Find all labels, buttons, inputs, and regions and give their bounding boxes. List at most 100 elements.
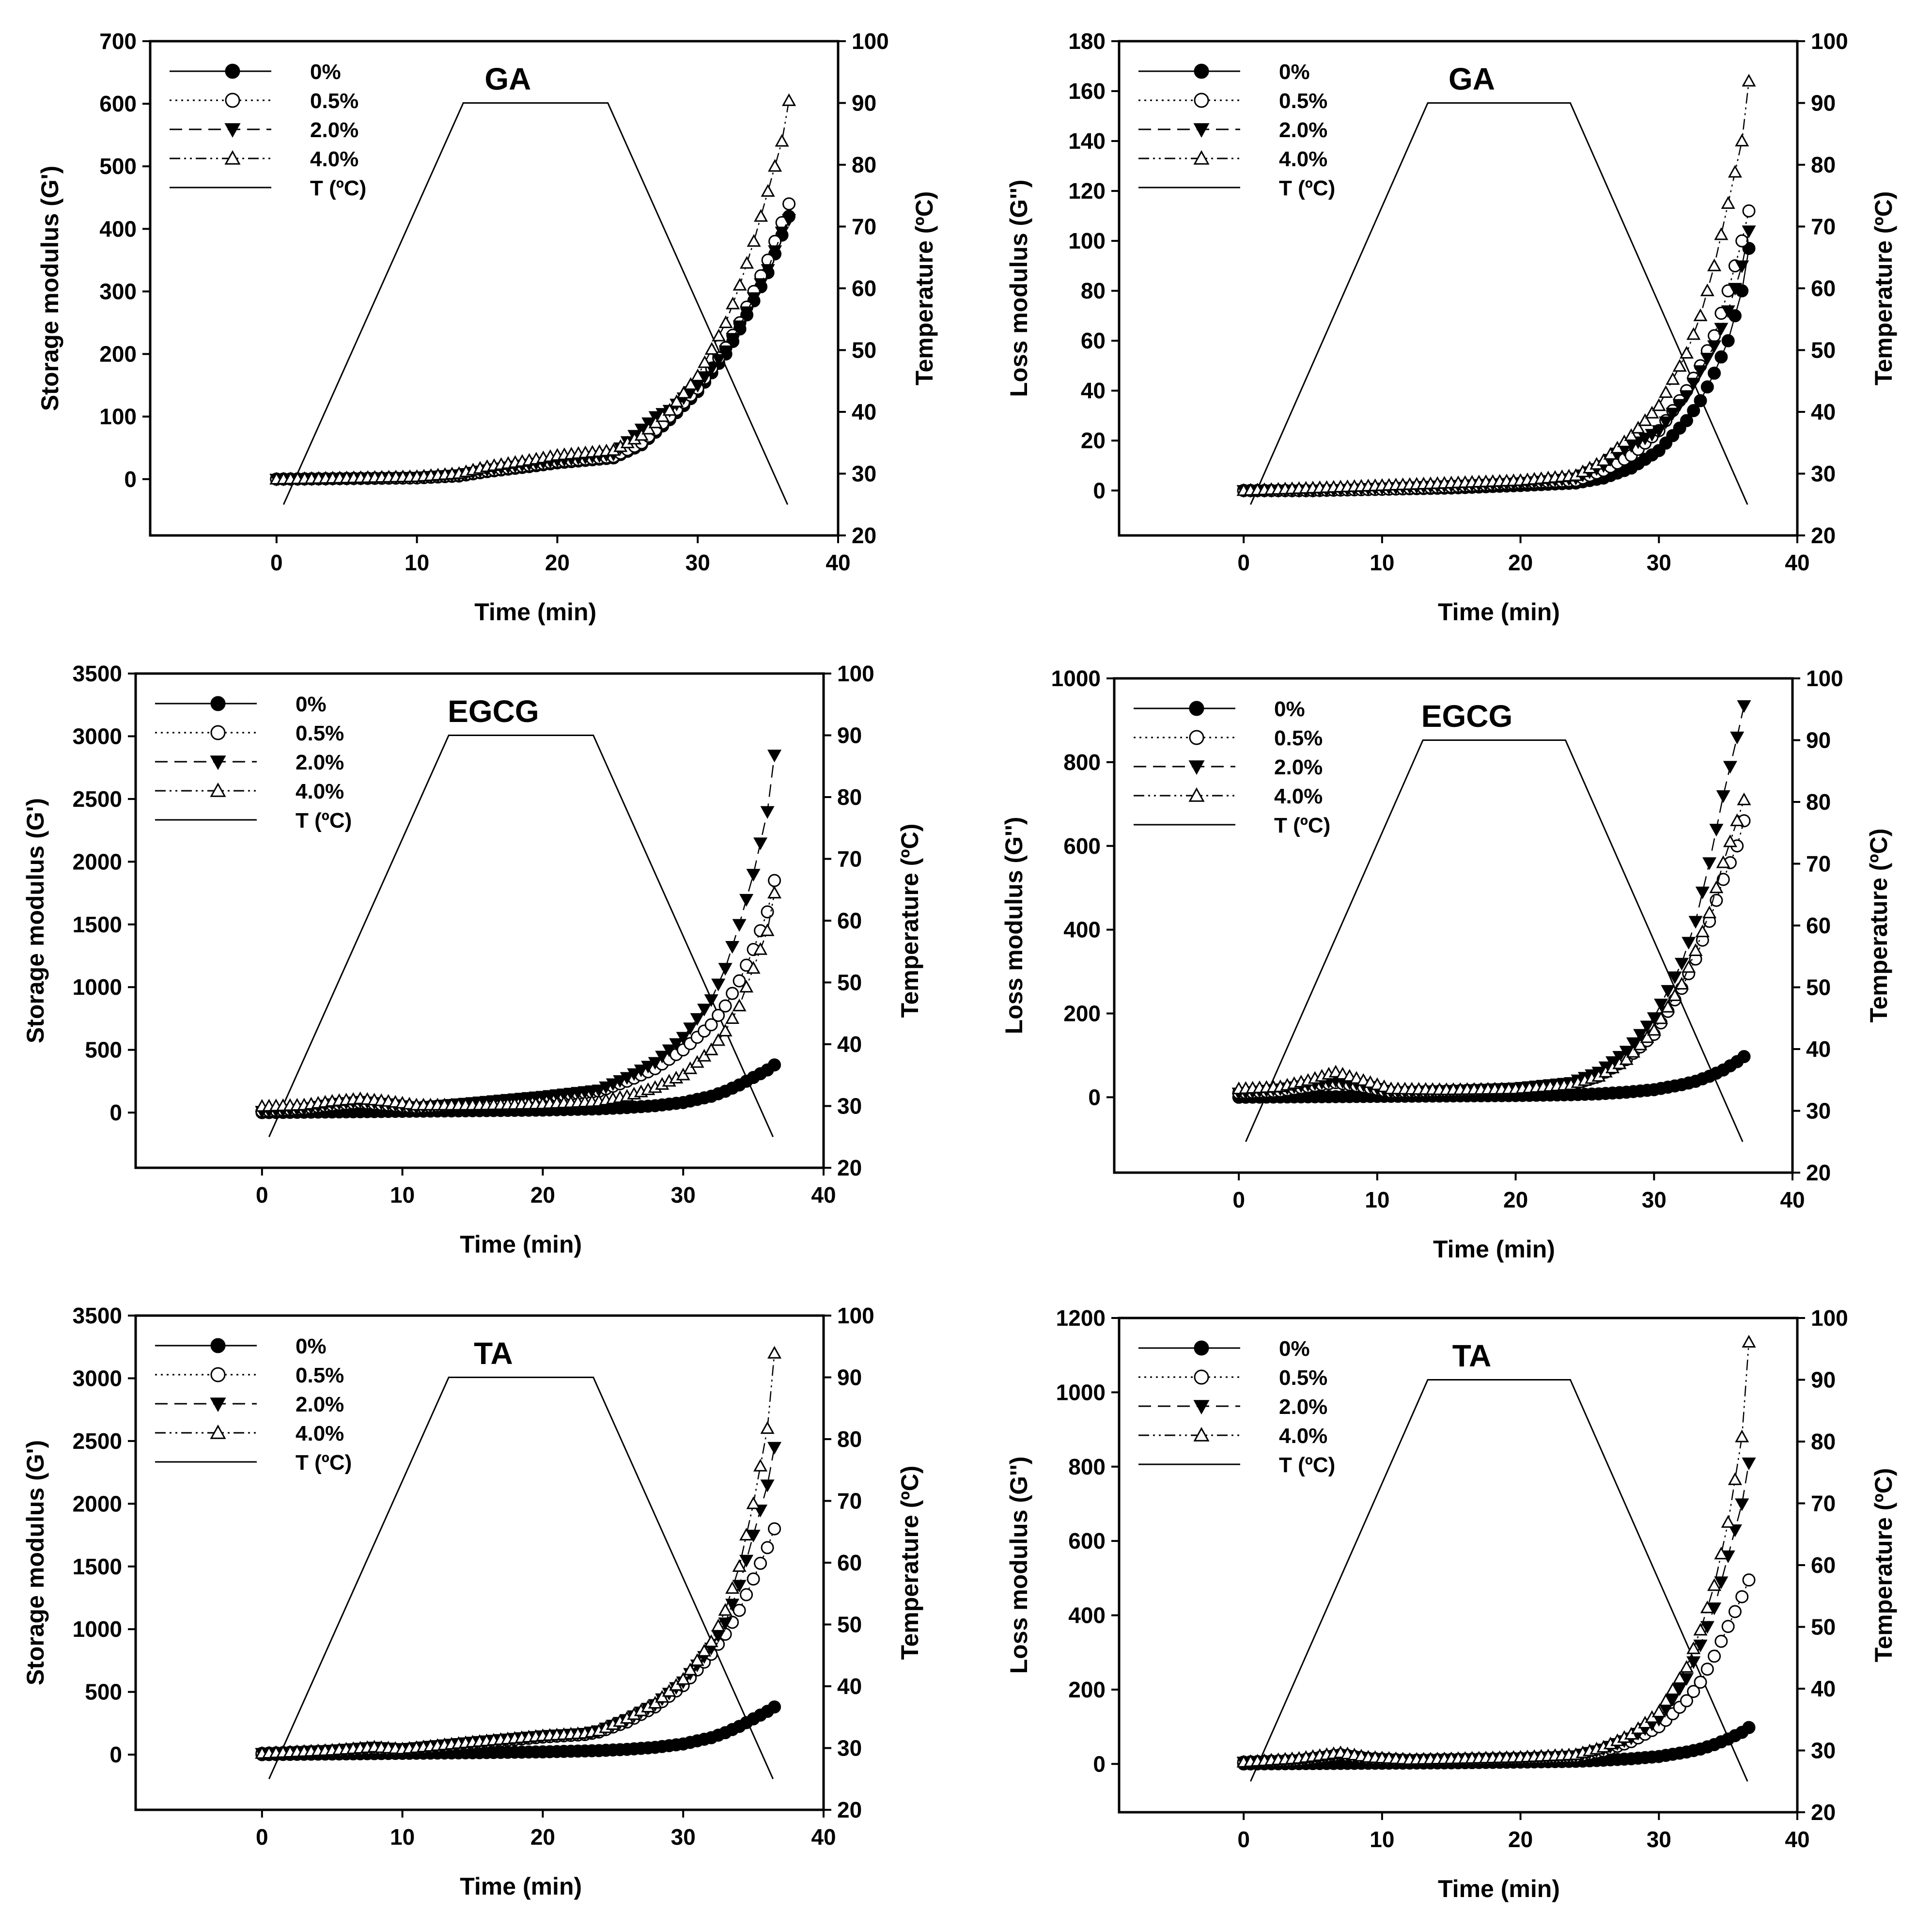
data-point [648,415,663,428]
x-axis-label: Time (min) [1438,598,1560,626]
legend-item-2: 2.0% [1138,1395,1327,1419]
y-tick-label: 400 [1063,917,1101,942]
x-tick-label: 10 [405,550,429,575]
data-point [712,1008,725,1022]
y2-tick-label: 70 [1806,851,1831,877]
panel-2: 0 10 20 30 400204060801001201401601802030405… [1005,29,1897,626]
x-tick-label: 30 [1647,550,1671,575]
series-0.5% [255,1522,781,1760]
series-line [262,893,775,1107]
x-tick-label: 10 [1365,1187,1389,1212]
data-point [1728,1472,1742,1485]
y2-tick-label: 80 [837,784,862,810]
data-point [620,1072,634,1085]
legend-marker [210,1338,226,1353]
x-tick-label: 20 [1508,1827,1533,1852]
y-axis-label: Loss modulus (G'') [1005,1457,1032,1674]
legend-marker [1194,93,1209,108]
y2-tick-label: 50 [1806,975,1831,1000]
y2-tick-label: 50 [1811,1615,1836,1640]
panel-4: 0 10 20 30 400200400600800100020304050607080… [1000,666,1892,1263]
legend-label: 4.0% [296,780,344,803]
data-point [1728,1524,1742,1537]
y-tick-label: 3000 [73,1365,122,1391]
data-point [761,184,775,197]
data-point [634,428,649,441]
data-point [1735,1429,1749,1443]
legend-label: 0% [296,1334,327,1358]
y-tick-label: 160 [1068,78,1106,104]
data-point [1721,305,1735,318]
series-0.5% [1232,814,1751,1100]
y-tick-label: 500 [99,154,137,179]
data-point [747,1572,760,1586]
data-point [732,919,747,932]
data-point [760,806,775,819]
data-point [1693,365,1708,378]
data-point [684,377,698,390]
data-point [746,1496,761,1509]
data-point [599,1081,613,1095]
y2-tick-label: 90 [1811,91,1836,116]
y-tick-label: 1000 [1051,666,1101,691]
x-axis-label: Time (min) [460,1231,582,1258]
legend-label: 4.0% [310,147,358,171]
y2-tick-label: 40 [1806,1036,1831,1062]
data-point [1687,1685,1700,1698]
legend-marker [225,63,240,79]
x-tick-label: 40 [826,550,850,575]
data-point [1687,404,1700,417]
legend-label: 0.5% [296,1364,344,1387]
x-tick-label: 0 [1237,1827,1250,1852]
legend-item-1: 0.5% [155,722,344,745]
y2-tick-label: 100 [1811,1305,1848,1331]
legend-marker [210,696,226,711]
legend-item-3: 4.0% [170,147,358,171]
legend-label: 2.0% [296,751,344,774]
data-point [732,1603,746,1617]
data-point [1721,334,1735,347]
data-point [1735,133,1749,147]
legend-label: 0% [1274,697,1305,721]
y2-tick-label: 80 [1806,789,1831,815]
data-point [726,297,740,310]
data-point [1640,1030,1654,1043]
y2-tick-label: 30 [837,1094,862,1119]
legend-marker [210,1397,226,1412]
x-tick-label: 20 [545,550,570,575]
data-point [1735,1590,1749,1603]
y-tick-label: 200 [1068,1677,1106,1702]
data-point [697,1004,712,1017]
data-point [1707,1578,1722,1591]
legend-marker [224,123,241,138]
data-point [1638,413,1652,426]
y-tick-label: 600 [1068,1528,1106,1553]
data-point [725,1011,740,1024]
data-point [732,320,747,333]
y-tick-label: 0 [109,1742,122,1767]
legend-label: 2.0% [310,118,358,142]
legend-label: 4.0% [1279,147,1327,171]
data-point [1688,943,1703,956]
data-point [1721,1515,1735,1528]
data-point [690,1653,704,1666]
data-point [1686,1656,1701,1669]
y-tick-label: 180 [1068,29,1106,54]
data-point [1666,408,1680,421]
data-point [1716,873,1730,886]
legend-label: 4.0% [1274,784,1323,808]
data-point [746,869,761,882]
data-point [725,1599,740,1612]
data-point [1708,1649,1721,1663]
legend-marker [1194,1369,1209,1385]
data-point [718,999,732,1013]
x-tick-label: 10 [1370,550,1394,575]
data-point [775,134,789,147]
y2-tick-label: 70 [1811,214,1836,239]
legend-item-3: 4.0% [155,780,344,803]
data-point [1742,204,1756,218]
data-point [676,386,691,399]
series-4.0% [255,1346,782,1759]
y2-tick-label: 20 [1811,1800,1836,1825]
data-point [1730,813,1745,826]
